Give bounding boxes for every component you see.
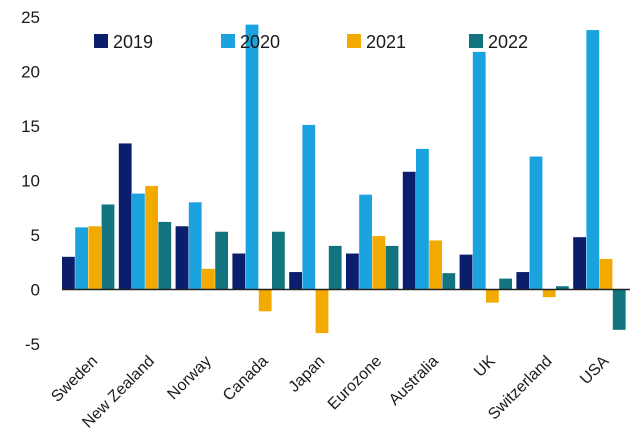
y-tick-label: 20 [21,63,40,82]
bar-eurozone-2021 [372,236,386,290]
bar-japan-2021 [315,289,329,334]
legend-swatch [347,34,361,48]
bar-sweden-2020 [75,227,88,290]
bar-uk-2022 [499,278,512,290]
x-tick-label: Canada [220,353,272,405]
legend-label: 2019 [113,32,153,52]
x-tick-label: Eurozone [325,353,386,414]
bar-usa-2022 [612,289,626,330]
bar-sweden-2021 [88,226,102,290]
legend-swatch [469,34,483,48]
bar-eurozone-2022 [385,245,399,290]
legend-label: 2021 [366,32,406,52]
y-tick-label: 15 [21,117,40,136]
bar-canada-2022 [272,231,285,290]
bar-canada-2019 [232,253,246,290]
bar-switzerland-2021 [542,289,556,298]
legend-swatch [221,34,235,48]
legend-label: 2022 [488,32,528,52]
y-tick-label: 5 [31,226,40,245]
bar-new-zealand-2019 [118,143,132,290]
bar-japan-2020 [302,124,316,290]
bar-uk-2020 [472,51,486,290]
bar-sweden-2022 [101,204,115,290]
bar-norway-2022 [215,231,228,290]
bar-norway-2019 [175,226,189,290]
bar-uk-2019 [459,254,473,290]
y-tick-label: 10 [21,172,40,191]
x-tick-label: Sweden [48,353,101,406]
bar-norway-2021 [202,268,215,290]
y-tick-label: 0 [31,281,40,300]
bar-norway-2020 [188,202,202,290]
legend: 2019 2020 2021 2022 [94,32,528,52]
bar-australia-2019 [402,171,416,290]
bar-new-zealand-2022 [158,221,172,290]
bar-switzerland-2020 [529,156,543,290]
bars [62,24,626,334]
bar-uk-2021 [486,289,499,303]
bar-japan-2022 [328,245,342,290]
y-axis: -5 0 5 10 15 20 25 [21,8,40,354]
legend-swatch [94,34,108,48]
bar-usa-2019 [573,237,586,290]
x-tick-label: Japan [286,353,329,396]
x-tick-label: Norway [164,353,214,403]
bar-australia-2021 [429,240,442,290]
legend-label: 2020 [240,32,280,52]
bar-canada-2021 [258,289,272,312]
bar-eurozone-2020 [359,194,372,290]
x-tick-label: Australia [386,353,442,409]
bar-switzerland-2022 [556,286,569,290]
bar-usa-2021 [599,258,613,290]
bar-australia-2020 [416,148,429,290]
y-tick-label: 25 [21,8,40,27]
x-tick-label: UK [471,353,499,381]
y-tick-label: -5 [25,335,40,354]
bar-japan-2019 [289,272,302,290]
bar-new-zealand-2020 [132,193,145,290]
bar-usa-2020 [586,30,600,290]
bar-sweden-2019 [62,256,75,290]
bar-canada-2020 [245,24,259,290]
bar-eurozone-2019 [346,253,359,290]
bar-new-zealand-2021 [145,185,158,290]
bar-australia-2022 [442,273,456,290]
bar-switzerland-2019 [516,272,530,290]
x-tick-label: USA [577,353,613,389]
